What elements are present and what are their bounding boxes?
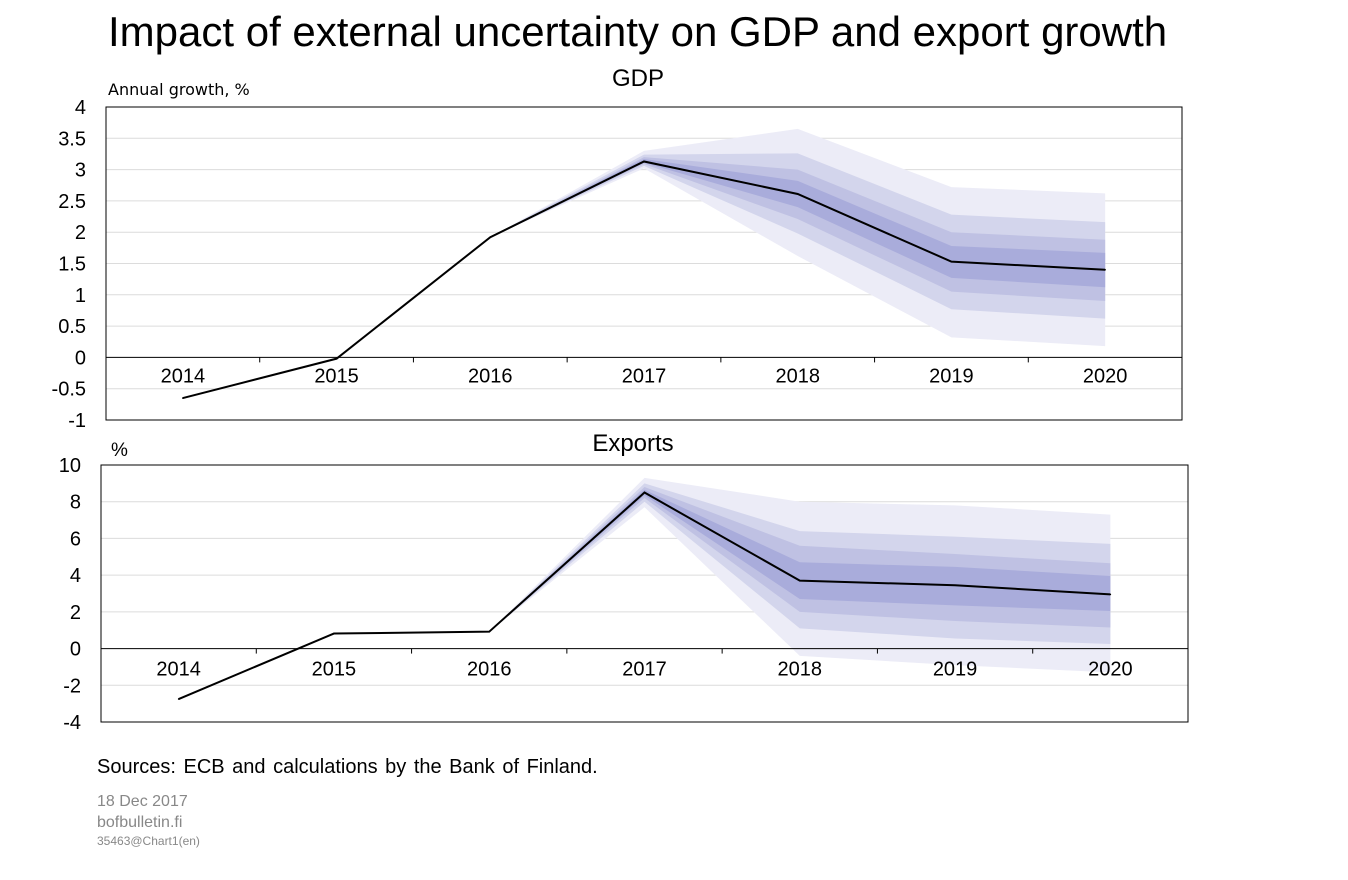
y-tick-label: 2 (75, 222, 86, 244)
exports-chart: 2014 2015 2016 2017 2018 2019 2020 -4 -2 0 2 4 6 8 10 E… (59, 430, 1189, 734)
data-point (177, 698, 180, 700)
y-axis-label: % (111, 440, 128, 461)
chart-title: GDP (612, 65, 664, 92)
x-tick-label: 2019 (933, 659, 978, 681)
x-tick-label: 2017 (622, 659, 667, 681)
data-point (796, 193, 799, 195)
y-tick-label: 1.5 (58, 254, 86, 276)
x-tick-label: 2016 (468, 365, 513, 387)
y-tick-label: -4 (63, 712, 81, 734)
footer-code: 35463@Chart1(en) (97, 834, 200, 848)
y-tick-label: 10 (59, 455, 81, 477)
data-point (950, 260, 953, 263)
x-tick-label: 2020 (1083, 365, 1128, 387)
x-tick-label: 2020 (1088, 659, 1133, 681)
uncertainty-band (489, 489, 1111, 632)
data-point (1104, 268, 1106, 271)
x-tick-label: 2018 (778, 659, 823, 681)
y-tick-label: -2 (63, 675, 81, 697)
y-tick-label: 0 (75, 347, 86, 369)
x-tick-label: 2016 (467, 659, 512, 681)
y-tick-label: 8 (70, 492, 81, 514)
y-axis-label: Annual growth, % (108, 80, 250, 99)
data-point (182, 397, 184, 399)
y-tick-label: -0.5 (52, 379, 86, 401)
data-point (954, 584, 956, 587)
data-point (333, 632, 335, 635)
y-tick-label: 2 (70, 602, 81, 624)
data-point (335, 357, 338, 360)
plot-frame (100, 464, 1189, 723)
x-tick-label: 2014 (156, 659, 201, 681)
x-tick-label: 2014 (161, 365, 206, 387)
x-tick-label: 2018 (775, 365, 820, 387)
footer-site: bofbulletin.fi (97, 814, 183, 831)
data-point (489, 236, 492, 239)
y-tick-label: -1 (68, 410, 86, 432)
data-point (798, 579, 801, 582)
y-tick-label: 0.5 (58, 316, 86, 338)
y-tick-label: 1 (75, 285, 86, 307)
x-tick-label: 2015 (314, 365, 359, 387)
data-point (488, 630, 491, 633)
x-tick-label: 2015 (312, 659, 357, 681)
chart-title: Exports (592, 430, 673, 457)
x-tick-label: 2017 (622, 365, 667, 387)
uncertainty-band (490, 158, 1106, 288)
sources-note: Sources: ECB and calculations by the Ban… (97, 756, 598, 778)
footer-date: 18 Dec 2017 (97, 793, 188, 810)
y-tick-label: 3.5 (58, 128, 86, 150)
y-tick-label: 0 (70, 639, 81, 661)
data-point (643, 160, 645, 163)
gdp-chart: 2014 2015 2016 2017 2018 2019 2020 -1 -0.5 0 0.5 1 1… (52, 65, 1183, 432)
page-title: Impact of external uncertainty on GDP an… (108, 8, 1168, 55)
data-point (1109, 593, 1112, 596)
data-point (643, 491, 646, 494)
y-tick-label: 2.5 (58, 191, 86, 213)
y-tick-label: 4 (75, 97, 86, 119)
y-tick-label: 6 (70, 528, 81, 550)
plot-frame (105, 106, 1183, 421)
x-tick-label: 2019 (929, 365, 974, 387)
y-tick-label: 4 (70, 565, 81, 587)
y-tick-label: 3 (75, 160, 86, 182)
